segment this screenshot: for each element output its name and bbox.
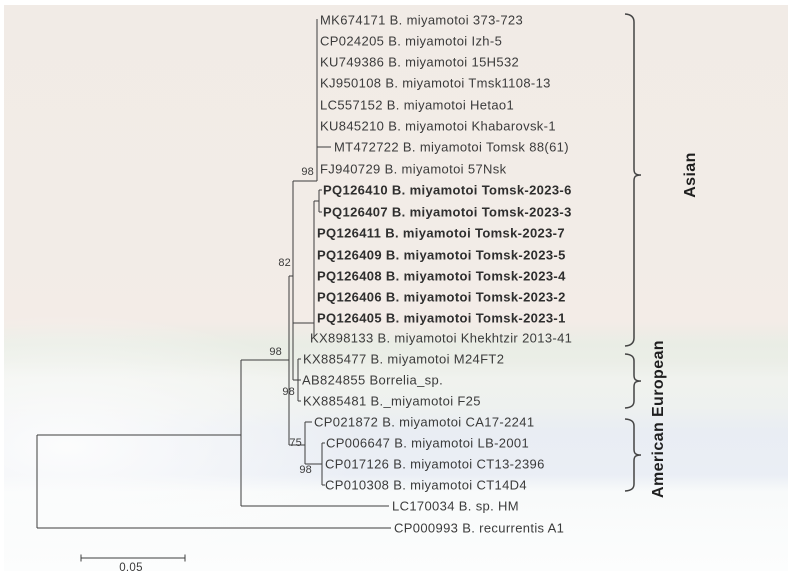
bootstrap-value: 98 xyxy=(301,166,314,178)
taxon-label: PQ126406 B. miyamotoi Tomsk-2023-2 xyxy=(317,289,566,305)
taxon-label: PQ126409 B. miyamotoi Tomsk-2023-5 xyxy=(317,247,566,263)
taxon-label: PQ126405 B. miyamotoi Tomsk-2023-1 xyxy=(317,310,566,326)
taxon-label: CP010308 B. miyamotoi CT14D4 xyxy=(325,477,528,493)
taxon-label: PQ126410 B. miyamotoi Tomsk-2023-6 xyxy=(323,182,572,198)
taxon-label: KX898133 B. miyamotoi Khekhtzir 2013-41 xyxy=(310,330,573,346)
scale-bar xyxy=(80,554,186,562)
bootstrap-value: 98 xyxy=(299,464,312,476)
taxon-label: PQ126407 B. miyamotoi Tomsk-2023-3 xyxy=(323,204,572,220)
taxon-label: CP024205 B. miyamotoi Izh-5 xyxy=(320,33,503,49)
american-european-bracket-upper xyxy=(624,353,642,409)
bootstrap-value: 75 xyxy=(289,437,302,449)
taxon-label: PQ126411 B. miyamotoi Tomsk-2023-7 xyxy=(317,225,565,241)
taxon-label: LC170034 B. sp. HM xyxy=(392,498,519,514)
bootstrap-value: 82 xyxy=(278,257,291,269)
taxon-label: FJ940729 B. miyamotoi 57Nsk xyxy=(320,161,507,177)
phylo-tree-lines xyxy=(36,13,642,562)
taxon-label: PQ126408 B. miyamotoi Tomsk-2023-4 xyxy=(317,268,566,284)
taxon-label: MK674171 B. miyamotoi 373-723 xyxy=(320,12,524,28)
taxon-label: KU845210 B. miyamotoi Khabarovsk-1 xyxy=(320,118,556,134)
taxon-label: KX885481 B._miyamotoi F25 xyxy=(303,393,481,409)
taxon-label: CP021872 B. miyamotoi CA17-2241 xyxy=(314,414,535,430)
taxon-label: CP017126 B. miyamotoi CT13-2396 xyxy=(325,456,545,472)
taxon-label: KJ950108 B. miyamotoi Tmsk1108-13 xyxy=(320,75,551,91)
group-label-asian: Asian xyxy=(682,152,699,198)
bootstrap-value: 98 xyxy=(282,386,295,398)
taxon-label: KU749386 B. miyamotoi 15H532 xyxy=(320,54,520,70)
figure-background: MK674171 B. miyamotoi 373-723 CP024205 B… xyxy=(4,5,788,574)
taxon-label: CP006647 B. miyamotoi LB-2001 xyxy=(326,435,530,451)
taxon-label: LC557152 B. miyamotoi Hetao1 xyxy=(320,97,515,113)
taxon-label: MT472722 B. miyamotoi Tomsk 88(61) xyxy=(334,139,569,155)
taxon-label: CP000993 B. recurrentis A1 xyxy=(394,520,565,536)
asian-bracket xyxy=(624,13,642,347)
group-label-american-european: American European xyxy=(650,340,667,498)
taxon-label: AB824855 Borrelia_sp. xyxy=(302,372,444,388)
bootstrap-value: 98 xyxy=(269,346,282,358)
american-european-bracket-lower xyxy=(624,418,642,492)
scale-bar-label: 0.05 xyxy=(119,562,143,574)
taxon-label: KX885477 B. miyamotoi M24FT2 xyxy=(303,351,505,367)
